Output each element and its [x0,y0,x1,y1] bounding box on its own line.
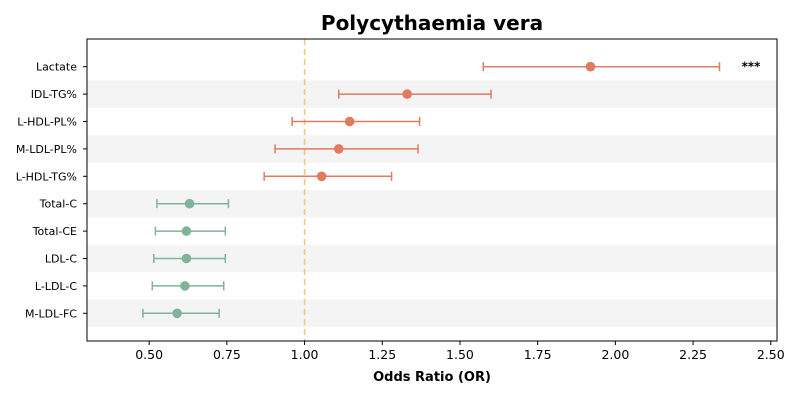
x-axis: 0.50 0.75 1.00 1.25 1.50 1.75 2.00 2.25 2.50 [135,341,785,362]
y-tick-label: L-LDL-C [35,280,77,293]
or-point [316,171,327,182]
x-axis-label: Odds Ratio (OR) [373,370,491,385]
row-band [87,135,777,163]
y-tick-label: L-HDL-TG% [16,170,77,183]
or-point [344,116,355,127]
or-point [333,144,344,154]
or-point [181,226,192,236]
x-tick-label: 2.25 [679,347,707,362]
x-tick-label: 1.50 [446,347,474,362]
data-rows: *** [142,60,762,319]
y-tick-label: Total-C [39,198,78,211]
significance-annotation: *** [742,60,762,74]
or-point [585,61,596,72]
x-tick-label: 1.25 [368,347,396,362]
y-tick-label: IDL-TG% [31,88,77,101]
or-point [181,253,192,264]
y-tick-label: LDL-C [45,253,78,266]
x-tick-label: 2.50 [757,347,785,362]
y-tick-label: L-HDL-PL% [17,116,77,129]
or-point [402,89,412,99]
y-tick-label: Lactate [36,61,77,74]
y-tick-label: M-LDL-PL% [16,143,77,156]
or-point [184,198,195,209]
x-tick-label: 1.00 [291,347,319,362]
x-tick-label: 1.75 [524,347,552,362]
plot-frame [86,38,778,342]
x-tick-label: 0.50 [135,347,163,362]
y-tick-label: M-LDL-FC [25,307,77,320]
or-point [172,308,182,319]
x-tick-label: 2.00 [601,347,629,362]
y-tick-label: Total-CE [32,225,77,238]
y-axis: Lactate IDL-TG% L-HDL-PL% M-LDL-PL% L-HDL-TG… [16,61,87,320]
x-tick-label: 0.75 [213,347,241,362]
chart-title: Polycythaemia vera [321,11,543,35]
or-point [180,281,190,291]
